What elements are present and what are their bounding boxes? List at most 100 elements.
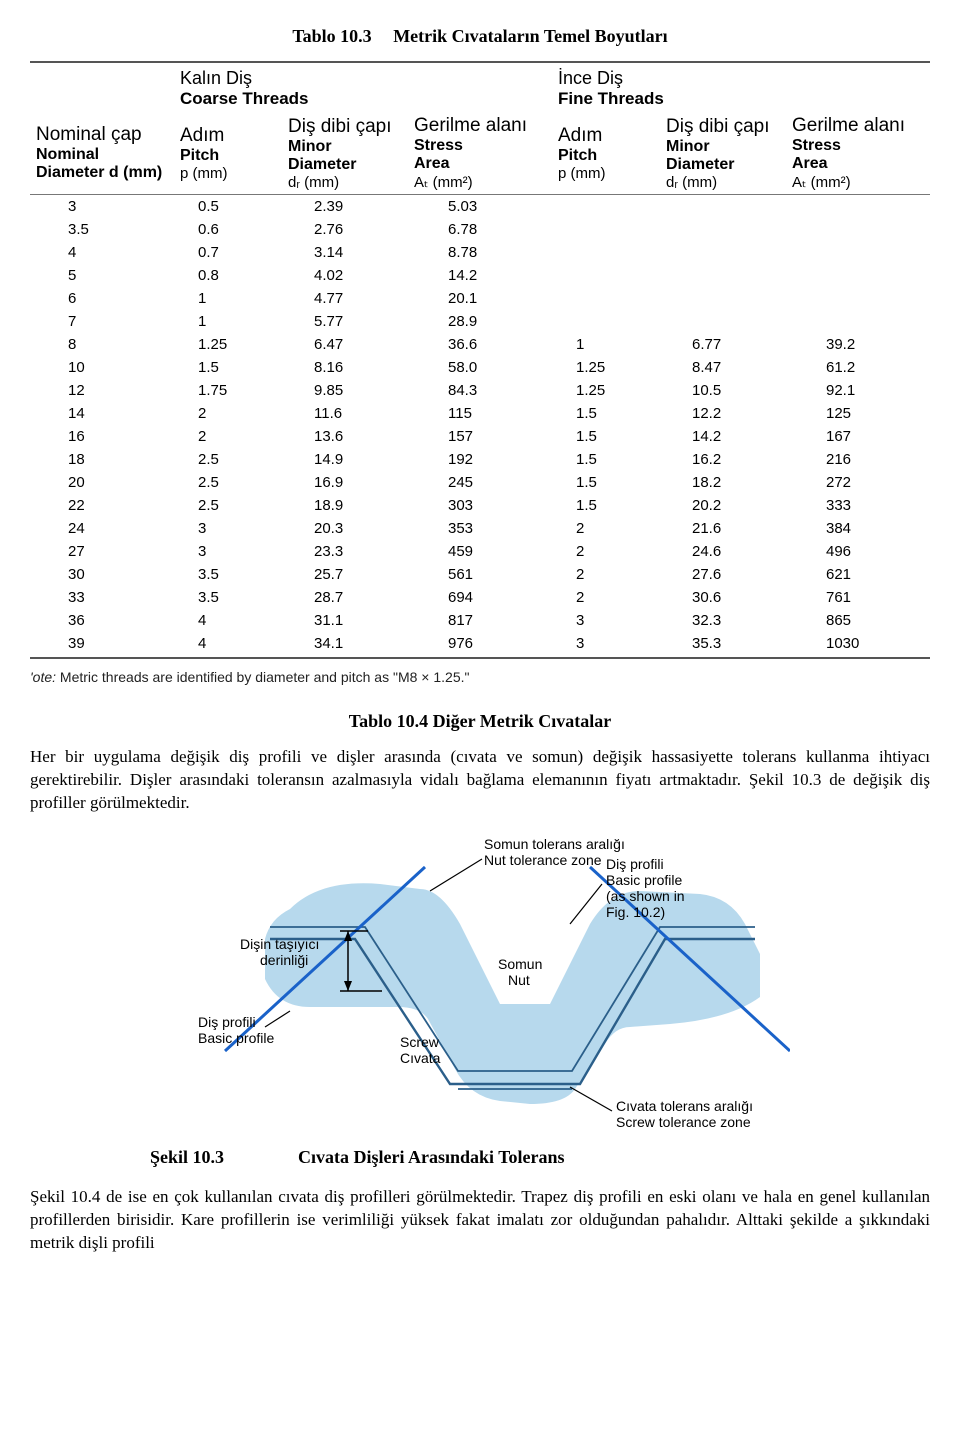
table-cell: 28.9 bbox=[408, 310, 552, 333]
table-cell bbox=[660, 218, 786, 241]
table-cell: 12 bbox=[30, 379, 174, 402]
lbl-nut-tr: Somun bbox=[498, 956, 542, 972]
table-cell bbox=[552, 195, 660, 218]
table-cell: 18 bbox=[30, 448, 174, 471]
table-cell: 8 bbox=[30, 333, 174, 356]
table-cell: 0.6 bbox=[174, 218, 282, 241]
table-cell: 84.3 bbox=[408, 379, 552, 402]
table-cell: 3 bbox=[552, 609, 660, 632]
lbl-screw-tol-en: Screw tolerance zone bbox=[616, 1114, 751, 1129]
table-title: Tablo 10.3 Metrik Cıvataların Temel Boyu… bbox=[30, 26, 930, 47]
table-cell: 2.5 bbox=[174, 448, 282, 471]
table-cell: 2 bbox=[552, 563, 660, 586]
table-cell bbox=[660, 264, 786, 287]
table-row: 27323.3459224.6496 bbox=[30, 540, 930, 563]
table-cell bbox=[660, 310, 786, 333]
col3-en1: Minor bbox=[288, 138, 332, 155]
table-row: 715.7728.9 bbox=[30, 310, 930, 333]
table-cell: 2 bbox=[552, 540, 660, 563]
table-cell: 1 bbox=[174, 310, 282, 333]
lbl-basic-tr: Diş profili bbox=[606, 856, 664, 872]
table-cell: 694 bbox=[408, 586, 552, 609]
lbl-nut-tol-tr: Somun tolerans aralığı bbox=[484, 836, 625, 852]
table-cell: 7 bbox=[30, 310, 174, 333]
table-cell: 24.6 bbox=[660, 540, 786, 563]
table-cell: 115 bbox=[408, 402, 552, 425]
table-cell: 3.5 bbox=[174, 586, 282, 609]
table-cell: 216 bbox=[786, 448, 930, 471]
col3-en2: Diameter bbox=[288, 156, 356, 173]
table-cell: 3.14 bbox=[282, 241, 408, 264]
col6-en3: dᵣ (mm) bbox=[666, 174, 717, 191]
table-row: 303.525.7561227.6621 bbox=[30, 563, 930, 586]
table-cell bbox=[552, 264, 660, 287]
table-cell: 21.6 bbox=[660, 517, 786, 540]
table-cell: 8.47 bbox=[660, 356, 786, 379]
table-cell: 9.85 bbox=[282, 379, 408, 402]
lbl-screw-tr: Cıvata bbox=[400, 1050, 441, 1066]
col2-en1: Pitch bbox=[180, 147, 219, 164]
table-cell: 1 bbox=[552, 333, 660, 356]
table-cell: 18.2 bbox=[660, 471, 786, 494]
table-row: 14211.61151.512.2125 bbox=[30, 402, 930, 425]
table-row: 101.58.1658.01.258.4761.2 bbox=[30, 356, 930, 379]
table-cell: 1.25 bbox=[552, 356, 660, 379]
table-cell: 496 bbox=[786, 540, 930, 563]
col3-en3: dᵣ (mm) bbox=[288, 174, 339, 191]
table-cell: 4.02 bbox=[282, 264, 408, 287]
paragraph-2: Şekil 10.4 de ise en çok kullanılan cıva… bbox=[30, 1186, 930, 1255]
table-cell bbox=[660, 241, 786, 264]
table-cell: 39 bbox=[30, 632, 174, 655]
table-cell: 27.6 bbox=[660, 563, 786, 586]
lbl-basic-en2: (as shown in bbox=[606, 888, 685, 904]
table-row: 3.50.62.766.78 bbox=[30, 218, 930, 241]
col3-tr: Diş dibi çapı bbox=[288, 116, 392, 137]
group-coarse-tr: Kalın Diş bbox=[180, 68, 252, 88]
table-cell: 30.6 bbox=[660, 586, 786, 609]
table-note: 'ote: Metric threads are identified by d… bbox=[30, 669, 930, 685]
table-cell: 33 bbox=[30, 586, 174, 609]
table-cell: 23.3 bbox=[282, 540, 408, 563]
table-row: 50.84.0214.2 bbox=[30, 264, 930, 287]
table-cell: 20.2 bbox=[660, 494, 786, 517]
table-row: 39434.1976335.31030 bbox=[30, 632, 930, 655]
table-cell: 25.7 bbox=[282, 563, 408, 586]
fig-text: Cıvata Dişleri Arasındaki Tolerans bbox=[298, 1147, 565, 1167]
table-cell: 20 bbox=[30, 471, 174, 494]
table-cell: 192 bbox=[408, 448, 552, 471]
col5-en2: p (mm) bbox=[558, 165, 606, 182]
col2-en2: p (mm) bbox=[180, 165, 228, 182]
table-cell: 4 bbox=[174, 609, 282, 632]
table-cell: 1.5 bbox=[174, 356, 282, 379]
lbl-left-en: Basic profile bbox=[198, 1030, 274, 1046]
table-cell: 3 bbox=[174, 517, 282, 540]
table-row: 222.518.93031.520.2333 bbox=[30, 494, 930, 517]
lbl-left-tr: Diş profili bbox=[198, 1014, 256, 1030]
table-row: 182.514.91921.516.2216 bbox=[30, 448, 930, 471]
table-cell: 30 bbox=[30, 563, 174, 586]
table-cell: 1.5 bbox=[552, 448, 660, 471]
table-cell: 14.9 bbox=[282, 448, 408, 471]
col4-en1: Stress bbox=[414, 137, 463, 154]
lbl-basic-en3: Fig. 10.2) bbox=[606, 904, 665, 920]
col7-en2: Area bbox=[792, 155, 828, 172]
table-cell: 3.5 bbox=[30, 218, 174, 241]
table-cell: 6.77 bbox=[660, 333, 786, 356]
note-prefix: 'ote: bbox=[30, 669, 56, 685]
table-cell: 5.03 bbox=[408, 195, 552, 218]
table-cell: 2.5 bbox=[174, 471, 282, 494]
table-cell: 18.9 bbox=[282, 494, 408, 517]
fig-label: Şekil 10.3 bbox=[150, 1147, 224, 1167]
table-cell: 16.9 bbox=[282, 471, 408, 494]
table-cell bbox=[786, 264, 930, 287]
table-cell: 2 bbox=[174, 425, 282, 448]
table-cell: 32.3 bbox=[660, 609, 786, 632]
table-cell: 2.5 bbox=[174, 494, 282, 517]
section-heading-text: Tablo 10.4 Diğer Metrik Cıvatalar bbox=[349, 711, 611, 731]
table-cell bbox=[786, 287, 930, 310]
table-cell: 1 bbox=[174, 287, 282, 310]
group-fine-en: Fine Threads bbox=[558, 89, 664, 108]
note-text: Metric threads are identified by diamete… bbox=[56, 669, 469, 685]
table-cell: 6 bbox=[30, 287, 174, 310]
col6-en2: Diameter bbox=[666, 156, 734, 173]
